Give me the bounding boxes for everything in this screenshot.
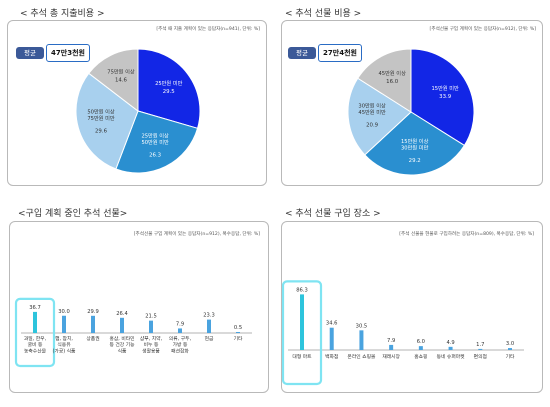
bar-value-label: 30.0 [58, 309, 70, 315]
bar-category-label: 기타 [234, 335, 243, 342]
bar-value-label: 30.5 [356, 323, 368, 329]
pie-slice-label: 15만원 미만 [431, 84, 459, 92]
bar [300, 294, 304, 350]
bar-category-label: 홈쇼핑 [414, 353, 427, 360]
average-label: 평균 [16, 47, 44, 59]
pie-slice-label: 30만원 이상 45만원 미만 [358, 102, 386, 117]
pie-slice-value: 29.6 [95, 128, 108, 134]
bar-category-label: 온라인 쇼핑몰 [347, 353, 376, 360]
bar-value-label: 26.4 [116, 311, 128, 317]
highlight-frame [14, 297, 56, 368]
bar-category-label: 대형 마트 [292, 353, 312, 360]
chart-note: [추석선물 구입 계획이 있는 응답자(n=912), 단위: %] [429, 27, 536, 32]
pie-slice [88, 48, 139, 113]
bar [418, 346, 423, 350]
bar-value-label: 7.9 [387, 338, 395, 344]
highlight-frame [282, 280, 323, 386]
pie-slice-value: 29.5 [163, 89, 175, 95]
purchase-place-panel: [추석 선물을 현물로 구입하려는 응답자(n=809), 복수응답, 단위: … [281, 221, 543, 393]
pie-slice-label: 45만원 이상 [379, 69, 407, 77]
section-title-total-spending: < 추석 총 지출비용 > [20, 9, 105, 19]
bar [359, 330, 364, 350]
gift-spending-pie-chart: 15만원 미만 33.9 15만원 이상 30만원 미만 29.2 30만원 이상 45만원… [347, 48, 475, 176]
bar-category-label: 백화점 [325, 353, 338, 360]
planned-gifts-bar-chart: 36.7 과일, 한우, 굴비 등 농축수산물 30.0 햄, 참치, 식용유 (가공) 식품… [14, 297, 252, 368]
total-spending-pie-chart: 25만원 미만 29.5 25만원 이상 50만원 미만 26.3 50만원 이상 75만원… [75, 48, 201, 174]
bar-category-label: 과일, 한우, 굴비 등 농축수산물 [24, 335, 47, 354]
average-value: 47만3천원 [46, 44, 90, 62]
section-title-purchase-place: < 추석 선물 구입 장소 > [285, 209, 381, 219]
bar-category-label: 홍삼, 비타민 등 건강 기능 식품 [109, 335, 135, 354]
bar-value-label: 86.3 [296, 287, 308, 293]
bar [329, 327, 334, 350]
bar [91, 315, 95, 333]
chart-note: [추석선물 구입 계획이 있는 응답자(n=912), 복수응답, 단위: %] [133, 232, 260, 237]
pie-slice-label: 15만원 이상 30만원 미만 [401, 137, 429, 152]
pie-slice-value: 33.9 [439, 94, 452, 100]
chart-note: [추석 선물을 현물로 구입하려는 응답자(n=809), 복수응답, 단위: … [399, 232, 534, 237]
bar-category-label: 샴푸, 치약, 비누 등 생활용품 [140, 335, 163, 354]
pie-slice-label: 25만원 이상 50만원 미만 [141, 131, 169, 146]
bar [236, 332, 240, 333]
bar [448, 346, 453, 350]
bar-category-label: 편의점 [474, 353, 487, 360]
bar-category-label: 햄, 참치, 식용유 (가공) 식품 [53, 335, 77, 354]
planned-gifts-panel: [추석선물 구입 계획이 있는 응답자(n=912), 복수응답, 단위: %]… [9, 221, 269, 393]
pie-slice [75, 72, 139, 170]
bar-value-label: 21.5 [145, 314, 157, 320]
bar-category-label: 의류, 구두, 가방 등 패션잡화 [169, 335, 192, 354]
bar [149, 320, 153, 333]
bar-value-label: 3.0 [506, 341, 514, 347]
bar-category-label: 기타 [506, 353, 515, 360]
pie-slice-label: 50만원 이상 75만원 미만 [87, 107, 115, 122]
purchase-place-bar-chart: 86.3 대형 마트 34.6 백화점 30.5 온라인 쇼핑몰 7.9 재래시장 6.0 홈쇼핑… [282, 280, 524, 386]
pie-slice-value: 16.0 [386, 79, 399, 85]
total-spending-panel: [추석 때 지출 계획이 있는 응답자(n=941), 단위: %] 평균 47… [7, 20, 267, 186]
pie-slice [357, 48, 412, 113]
pie-slice-value: 29.2 [409, 158, 421, 164]
pie-slice [364, 111, 466, 176]
pie-slice-label: 75만원 이상 [107, 68, 135, 76]
bar-value-label: 34.6 [326, 321, 338, 327]
pie-slice-value: 20.9 [366, 123, 379, 129]
section-title-gift-spending: < 추석 선물 비용 > [285, 9, 362, 19]
bar [62, 315, 66, 333]
pie-slice [137, 48, 201, 129]
bar-value-label: 6.0 [417, 339, 425, 345]
gift-spending-panel: [추석선물 구입 계획이 있는 응답자(n=912), 단위: %] 평균 27… [281, 20, 543, 186]
pie-slice [347, 77, 412, 156]
bar [178, 328, 182, 333]
bar-value-label: 1.7 [476, 342, 484, 348]
bar [478, 348, 483, 350]
pie-slice [115, 110, 199, 174]
bar [389, 344, 394, 350]
bar-value-label: 4.9 [446, 340, 454, 346]
section-title-planned-gifts: <구입 계획 중인 추석 선물> [18, 209, 128, 219]
pie-slice-value: 26.3 [149, 152, 161, 158]
pie-slice-value: 14.6 [115, 78, 128, 84]
bar-value-label: 36.7 [29, 305, 41, 311]
average-value: 27만4천원 [318, 44, 362, 62]
average-label: 평균 [288, 47, 316, 59]
bar-value-label: 7.9 [176, 321, 184, 327]
chart-note: [추석 때 지출 계획이 있는 응답자(n=941), 단위: %] [156, 27, 260, 32]
bar [207, 319, 211, 333]
bar-category-label: 현금 [205, 335, 214, 342]
bar-category-label: 재래시장 [382, 353, 400, 360]
pie-slice-label: 25만원 미만 [155, 79, 183, 87]
bar-category-label: 상품권 [86, 335, 99, 342]
bar [120, 317, 124, 333]
bar-value-label: 0.5 [234, 325, 242, 331]
bar-value-label: 23.3 [203, 313, 215, 319]
bar [33, 311, 37, 333]
bar [508, 348, 512, 350]
bar-category-label: 동네 슈퍼마켓 [437, 353, 466, 360]
bar-value-label: 29.9 [87, 309, 99, 315]
